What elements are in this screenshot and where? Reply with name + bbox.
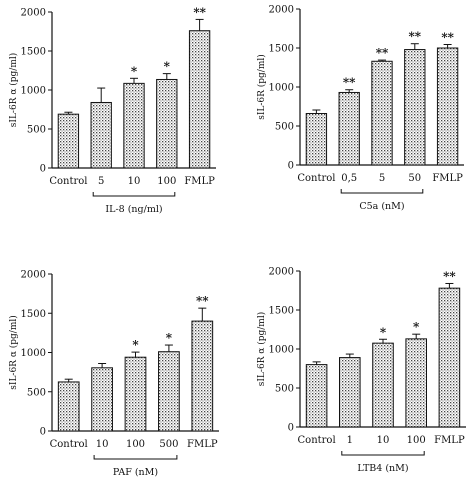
bar <box>404 49 426 166</box>
significance-marker: ** <box>343 76 356 90</box>
x-tick-label: 0,5 <box>341 173 357 184</box>
bar <box>371 60 393 166</box>
significance-marker: ** <box>441 30 454 44</box>
x-tick-label: 10 <box>128 176 141 187</box>
x-tick-label: Control <box>297 173 335 184</box>
x-tick-label: 10 <box>377 435 390 446</box>
y-tick-label: 1000 <box>21 86 46 97</box>
y-tick-label: 1000 <box>269 345 294 356</box>
y-tick-label: 1000 <box>269 83 294 94</box>
group-label: C5a (nM) <box>359 201 404 212</box>
bar <box>57 381 80 432</box>
y-tick-label: 500 <box>275 122 294 133</box>
x-tick-label: 100 <box>157 176 176 187</box>
bar <box>91 367 113 432</box>
group-label: PAF (nM) <box>113 467 158 478</box>
panel-paf: 0 500 1000 1500 2000 sIL-6R α (pg/ml) Control 1… <box>8 270 219 478</box>
significance-marker: ** <box>196 294 209 308</box>
x-tick-label: FMLP <box>434 435 465 446</box>
x-tick-label: Control <box>50 439 88 450</box>
x-tick-label: 100 <box>407 435 426 446</box>
x-tick-label: 50 <box>408 173 421 184</box>
group-label: LTB4 (nM) <box>357 463 408 474</box>
x-tick-label: FMLP <box>184 176 215 187</box>
y-tick-label: 500 <box>27 387 46 398</box>
y-tick-label: 2000 <box>269 5 294 16</box>
x-tick-label: 500 <box>159 439 178 450</box>
significance-marker: * <box>164 60 171 74</box>
bar <box>158 351 180 432</box>
significance-marker: ** <box>376 46 389 60</box>
y-axis-title: sIL-6R α (pg/ml) <box>8 315 19 389</box>
significance-marker: * <box>132 338 139 352</box>
group-label: IL-8 (ng/ml) <box>105 204 162 215</box>
bar <box>57 113 80 169</box>
x-tick-label: Control <box>49 176 87 187</box>
y-tick-label: 1500 <box>269 306 294 317</box>
y-tick-label: 1500 <box>21 309 46 320</box>
bar <box>339 357 361 428</box>
significance-marker: * <box>166 331 173 345</box>
panel-c5a: 0 500 1000 1500 2000 sIL-6R (pg/ml) Control ** 0… <box>256 5 464 212</box>
x-tick-label: FMLP <box>432 173 463 184</box>
y-tick-label: 1500 <box>21 47 46 58</box>
significance-marker: ** <box>409 30 422 44</box>
x-tick-label: Control <box>298 435 336 446</box>
bar <box>305 364 328 428</box>
y-tick-label: 500 <box>27 125 46 136</box>
y-tick-label: 0 <box>288 161 294 172</box>
bar <box>438 287 461 428</box>
y-tick-label: 1500 <box>269 44 294 55</box>
bar <box>156 78 178 169</box>
bar <box>90 101 112 169</box>
group-bracket <box>341 451 425 456</box>
x-tick-label: 5 <box>98 176 104 187</box>
panel-il8: 0 500 1000 1500 2000 sIL-6R α (pg/ml) Control 5… <box>8 5 216 215</box>
bar <box>405 338 427 428</box>
bar <box>436 47 459 166</box>
group-bracket <box>93 455 178 460</box>
bar <box>124 356 147 432</box>
group-bracket <box>92 192 176 197</box>
bar <box>305 113 328 166</box>
y-tick-label: 2000 <box>269 267 294 278</box>
x-tick-label: 1 <box>347 435 353 446</box>
y-axis-title: sIL-6R (pg/ml) <box>256 54 267 120</box>
y-tick-label: 0 <box>288 423 294 434</box>
y-tick-label: 2000 <box>21 8 46 19</box>
bar <box>123 82 145 169</box>
x-tick-label: FMLP <box>187 439 218 450</box>
significance-marker: * <box>413 320 420 334</box>
x-tick-label: 100 <box>126 439 145 450</box>
significance-marker: ** <box>193 5 206 19</box>
y-tick-label: 0 <box>40 427 46 438</box>
group-bracket <box>340 189 424 194</box>
y-axis-title: sIL-6R α (pg/ml) <box>8 53 19 127</box>
x-tick-label: 5 <box>379 173 385 184</box>
y-axis-title: sIL-6R α (pg/ml) <box>256 312 267 386</box>
significance-marker: ** <box>443 269 456 283</box>
bar <box>188 30 211 169</box>
bar <box>338 91 360 166</box>
y-tick-label: 0 <box>40 164 46 175</box>
y-tick-label: 1000 <box>21 348 46 359</box>
panel-ltb4: 0 500 1000 1500 2000 sIL-6R α (pg/ml) Control 1… <box>256 267 466 474</box>
x-tick-label: 10 <box>96 439 109 450</box>
y-tick-label: 2000 <box>21 270 46 281</box>
significance-marker: * <box>380 325 387 339</box>
significance-marker: * <box>131 64 138 78</box>
bar <box>372 342 394 428</box>
bar <box>191 320 214 432</box>
y-tick-label: 500 <box>275 384 294 395</box>
